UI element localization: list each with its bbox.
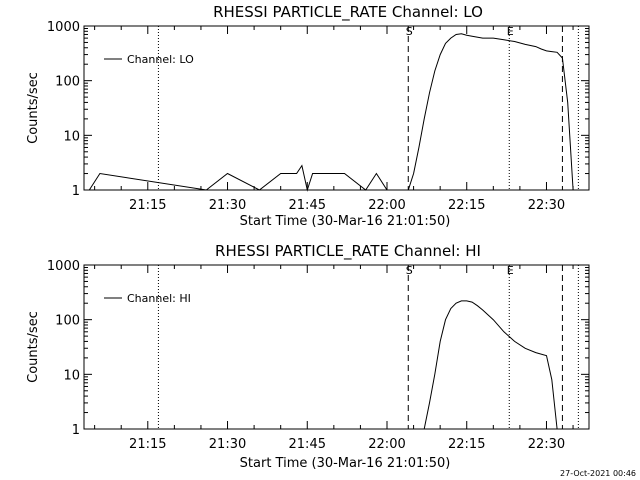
x-tick-label: 22:00: [368, 198, 405, 213]
y-tick-label: 1000: [47, 20, 80, 35]
y-axis: 1 10 100 1000: [47, 20, 589, 199]
marker-lines: [157, 265, 579, 429]
y-tick-label: 1: [72, 184, 80, 199]
series-line: [88, 33, 574, 192]
y-axis: 1 10 100 1000: [47, 259, 589, 438]
x-tick-label: 21:45: [289, 437, 326, 452]
chart-title: RHESSI PARTICLE_RATE Channel: LO: [213, 3, 483, 22]
legend-label: Channel: HI: [127, 292, 191, 305]
y-tick-label: 10: [63, 129, 80, 144]
x-tick-label: 22:30: [528, 198, 565, 213]
x-tick-label: 21:30: [209, 198, 246, 213]
chart-title: RHESSI PARTICLE_RATE Channel: HI: [215, 242, 481, 261]
x-tick-label: 22:30: [528, 437, 565, 452]
legend: Channel: LO: [104, 53, 194, 66]
y-tick-label: 10: [63, 368, 80, 383]
legend: Channel: HI: [104, 292, 191, 305]
legend-label: Channel: LO: [127, 53, 194, 66]
marker-e-label: E: [507, 264, 514, 277]
x-tick-label: 22:15: [448, 198, 485, 213]
y-tick-label: 1: [72, 423, 80, 438]
plot-frame: [83, 264, 590, 430]
marker-s-label: S: [406, 25, 413, 38]
y-tick-label: 1000: [47, 259, 80, 274]
x-tick-label: 22:15: [448, 437, 485, 452]
marker-lines: [157, 26, 579, 190]
marker-s-label: S: [406, 264, 413, 277]
x-axis: 21:15 21:30 21:45 22:00 22:15 22:30: [94, 26, 574, 213]
series-lo: [88, 33, 574, 192]
marker-e-label: E: [507, 25, 514, 38]
series-line: [423, 300, 558, 430]
x-tick-label: 21:15: [129, 437, 166, 452]
x-tick-label: 22:00: [368, 437, 405, 452]
y-tick-label: 100: [55, 314, 80, 329]
y-axis-label: Counts/sec: [26, 311, 41, 383]
plot-frame: [83, 25, 590, 191]
x-tick-label: 21:30: [209, 437, 246, 452]
y-axis-label: Counts/sec: [26, 72, 41, 144]
y-tick-label: 100: [55, 75, 80, 90]
x-axis: 21:15 21:30 21:45 22:00 22:15 22:30: [94, 265, 574, 452]
x-tick-label: 21:45: [289, 198, 326, 213]
generated-timestamp: 27-Oct-2021 00:46: [560, 469, 636, 478]
x-tick-label: 21:15: [129, 198, 166, 213]
x-axis-label: Start Time (30-Mar-16 21:01:50): [240, 214, 451, 229]
x-axis-label: Start Time (30-Mar-16 21:01:50): [240, 456, 451, 471]
series-hi: [423, 300, 558, 430]
